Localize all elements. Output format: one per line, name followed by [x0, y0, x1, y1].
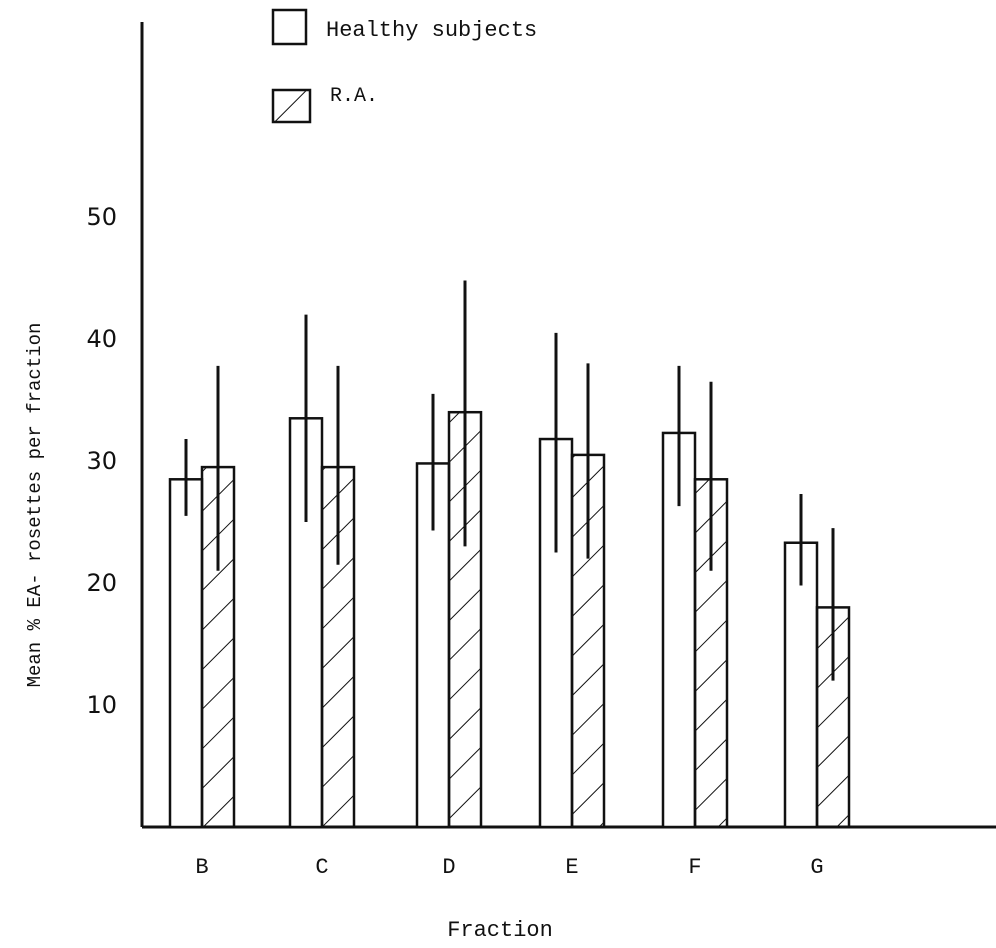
y-axis-label: Mean % EA- rosettes per fraction: [24, 323, 46, 688]
y-tick-label: 10: [86, 691, 117, 719]
y-tick-label: 30: [86, 447, 117, 475]
x-tick-label: G: [810, 855, 823, 880]
bar-B-healthy: [168, 478, 204, 829]
x-tick-label: E: [565, 855, 578, 880]
bars: [168, 410, 851, 829]
legend-swatch-hatched: [271, 88, 312, 124]
x-axis-label: Fraction: [447, 918, 553, 943]
x-tick-labels: B C D E F G: [195, 855, 823, 880]
legend-swatch-open: [271, 8, 308, 46]
y-tick-label: 50: [86, 203, 117, 231]
legend: Healthy subjects R.A.: [271, 8, 537, 124]
legend-label-ra: R.A.: [330, 85, 378, 108]
y-tick-label: 40: [86, 325, 117, 353]
x-tick-label: F: [688, 855, 701, 880]
error-bars: [184, 280, 835, 681]
legend-item-healthy: Healthy subjects: [271, 8, 537, 46]
x-tick-label: C: [315, 855, 328, 880]
legend-label-healthy: Healthy subjects: [326, 18, 537, 43]
x-tick-label: B: [195, 855, 208, 880]
y-tick-label: 20: [86, 569, 117, 597]
legend-item-ra: R.A.: [271, 85, 378, 124]
x-tick-label: D: [442, 855, 455, 880]
y-tick-labels: 10 20 30 40 50: [86, 203, 117, 719]
